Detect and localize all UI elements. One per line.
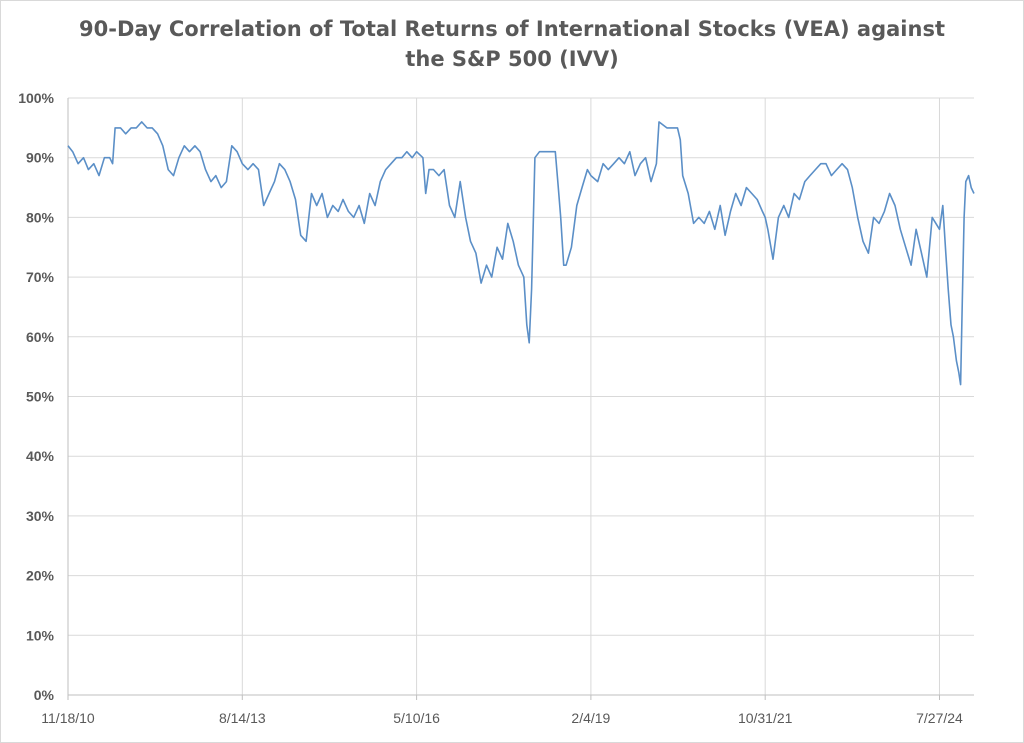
chart-title-line-1: 90-Day Correlation of Total Returns of I… [79, 17, 945, 41]
x-tick-label: 7/27/24 [916, 710, 963, 726]
chart-title-line-2: the S&P 500 (IVV) [405, 47, 619, 71]
y-tick-label: 0% [34, 687, 55, 703]
y-tick-label: 40% [26, 448, 55, 464]
x-tick-label: 2/4/19 [571, 710, 610, 726]
y-tick-label: 70% [26, 269, 55, 285]
y-tick-label: 90% [26, 150, 55, 166]
y-tick-label: 50% [26, 389, 55, 405]
y-tick-label: 100% [18, 90, 54, 106]
x-tick-label: 11/18/10 [41, 710, 95, 726]
y-tick-label: 80% [26, 209, 55, 225]
series-line-correlation [67, 121, 975, 386]
gridlines [68, 97, 974, 695]
y-tick-label: 10% [26, 627, 55, 643]
y-tick-label: 60% [26, 329, 55, 345]
y-tick-label: 20% [26, 568, 55, 584]
x-tick-label: 5/10/16 [393, 710, 440, 726]
series-lines [67, 121, 975, 386]
x-tick-label: 8/14/13 [219, 710, 266, 726]
tick-labels: 0% 10% 20% 30% 40% 50% 60% 70% 80% 90% 100% 11/18/1… [18, 90, 963, 726]
chart-title: 90-Day Correlation of Total Returns of I… [0, 14, 1024, 74]
y-tick-label: 30% [26, 508, 55, 524]
axes [67, 98, 974, 700]
x-tick-label: 10/31/21 [738, 710, 793, 726]
